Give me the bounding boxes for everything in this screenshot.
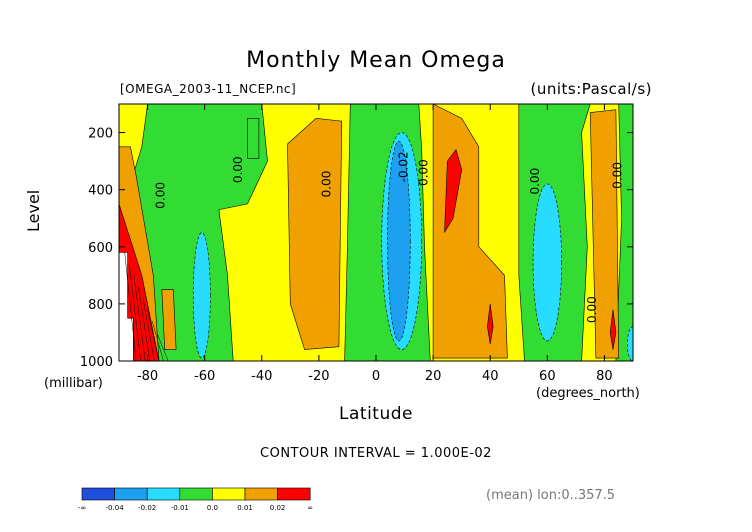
red-region-arctic-small xyxy=(609,309,617,350)
colorbar-label: -∞ xyxy=(78,504,86,512)
contour-label: 0.00 xyxy=(585,296,599,323)
y-axis-units: (millibar) xyxy=(44,376,103,391)
contour-label: -0.02 xyxy=(396,151,410,182)
x-axis-label: Latitude xyxy=(339,404,413,424)
contour-label: 0.00 xyxy=(231,156,245,183)
blue-region-itcz xyxy=(387,140,411,342)
x-tick-label: 60 xyxy=(539,369,556,384)
colorbar-swatch xyxy=(114,487,148,501)
colorbar-swatch xyxy=(212,487,246,501)
axes: -80 -60 -40 -20 0 20 40 60 80 200 400 600 800 1000 xyxy=(80,103,634,384)
x-tick-label: -80 xyxy=(137,369,158,384)
colorbar-swatch xyxy=(81,487,115,501)
contour-label: 0.00 xyxy=(319,171,333,198)
file-label: [OMEGA_2003-11_NCEP.nc] xyxy=(120,82,297,96)
colorbar-label: -0.01 xyxy=(171,504,189,512)
contour-label: 0.00 xyxy=(611,162,625,189)
hatch-line xyxy=(138,286,151,361)
contour-interval-label: CONTOUR INTERVAL = 1.000E-02 xyxy=(260,446,492,461)
chart-title: Monthly Mean Omega xyxy=(246,48,506,73)
colorbar-swatch xyxy=(179,487,213,501)
x-tick-label: 20 xyxy=(425,369,442,384)
colorbar: -∞ -0.04 -0.02 -0.01 0.0 0.01 0.02 ∞ xyxy=(78,487,313,512)
y-tick-label: 600 xyxy=(88,241,113,256)
colorbar-swatch xyxy=(244,487,278,501)
colorbar-swatch xyxy=(277,487,311,501)
x-tick-label: -60 xyxy=(194,369,215,384)
x-tick-label: -20 xyxy=(308,369,329,384)
units-label: (units:Pascal/s) xyxy=(530,80,652,98)
y-tick-label: 1000 xyxy=(80,355,113,370)
contour-label: 0.00 xyxy=(154,182,168,209)
contour-field: 0.00 0.00 0.00 -0.02 0.00 0.00 0.00 0.00 xyxy=(119,104,633,361)
colorbar-label: -0.04 xyxy=(106,504,125,512)
orange-region-arctic xyxy=(589,109,620,359)
missing-data-area xyxy=(119,252,134,361)
cyan-region-north-midlat xyxy=(532,183,562,342)
mean-label: (mean) lon:0..357.5 xyxy=(486,488,616,503)
x-axis-units: (degrees_north) xyxy=(536,386,640,401)
hatch-line xyxy=(133,275,146,361)
colorbar-label: 0.02 xyxy=(270,504,286,512)
colorbar-swatch xyxy=(146,487,181,501)
colorbar-label: 0.01 xyxy=(237,504,253,512)
y-tick-label: 800 xyxy=(88,298,113,313)
x-tick-label: 80 xyxy=(596,369,613,384)
hatch-line xyxy=(142,298,155,361)
hatch-line xyxy=(147,309,160,361)
x-tick-label: 40 xyxy=(482,369,499,384)
orange-region-south-small xyxy=(161,289,177,350)
colorbar-label: ∞ xyxy=(307,504,313,512)
hatch-line xyxy=(129,263,141,361)
red-region-north-subtropics xyxy=(444,149,463,233)
hatch-line xyxy=(156,332,169,361)
colorbar-label: 0.0 xyxy=(207,504,218,512)
hatch-line xyxy=(151,320,164,361)
orange-region-south-subtropics xyxy=(287,117,343,350)
colorbar-label: -0.02 xyxy=(138,504,156,512)
contour-label: 0.00 xyxy=(416,159,430,186)
x-tick-label: 0 xyxy=(372,369,380,384)
y-tick-label: 400 xyxy=(88,184,113,199)
contour-label: 0.00 xyxy=(528,168,542,195)
x-tick-label: -40 xyxy=(251,369,272,384)
green-region-south-upper xyxy=(247,118,260,159)
cyan-region-south-midlat xyxy=(192,232,211,359)
y-tick-label: 200 xyxy=(88,127,113,142)
red-region-north-small xyxy=(487,303,494,344)
green-region-pole xyxy=(615,104,633,361)
hatch-line xyxy=(124,252,137,361)
